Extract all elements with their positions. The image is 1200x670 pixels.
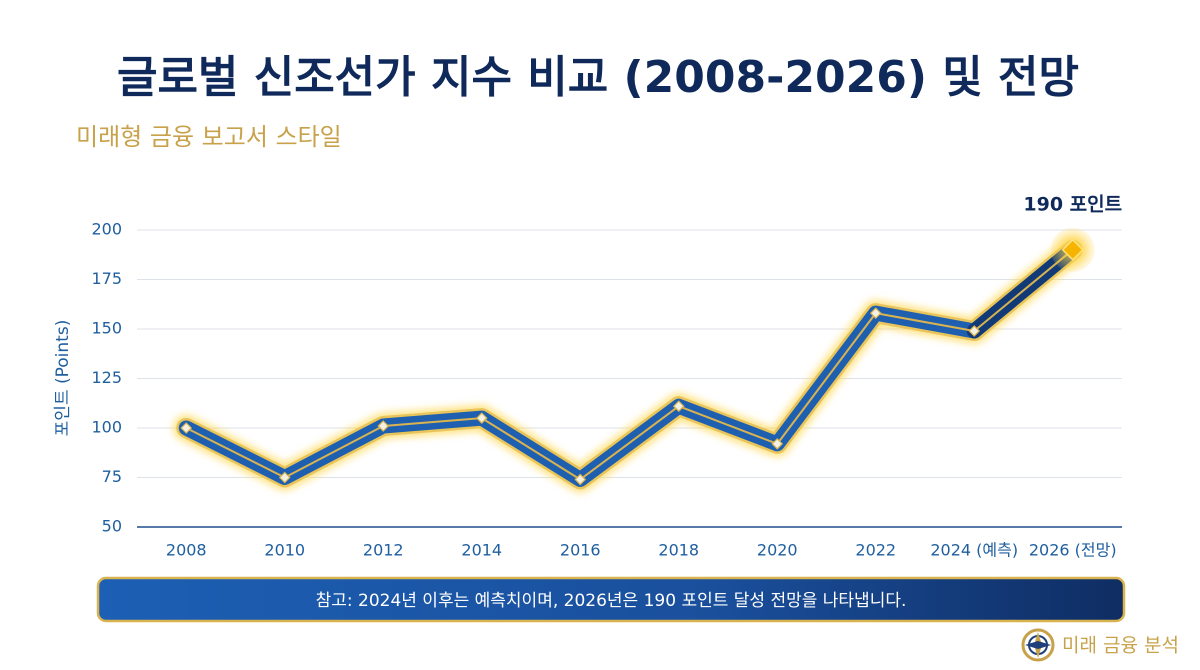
y-tick-label: 200: [91, 220, 122, 239]
point-marker: [475, 412, 488, 424]
note-box: 참고: 2024년 이후는 예측치이며, 2026년은 190 포인트 달성 전…: [96, 576, 1126, 623]
point-marker: [1061, 238, 1084, 261]
point-marker: [278, 471, 291, 484]
x-tick-label: 2022: [855, 541, 896, 560]
annotation: 190 포인트: [1023, 194, 1122, 216]
x-tick-label: 2014: [461, 541, 502, 560]
chart-subtitle: 미래형 금융 보고서 스타일: [76, 123, 342, 151]
point-marker: [180, 422, 193, 434]
point-marker: [574, 473, 587, 486]
y-tick-label: 100: [91, 418, 122, 437]
point-marker: [771, 437, 784, 450]
point-marker: [377, 420, 390, 432]
x-tick-label: 2010: [264, 541, 305, 560]
x-tick-label: 2020: [757, 541, 798, 560]
note-text: 참고: 2024년 이후는 예측치이며, 2026년은 190 포인트 달성 전…: [316, 591, 907, 611]
grid: 50 75 100 125 150 175 200 2008 2010 2012 2014 2016 2…: [91, 220, 1122, 560]
x-tick-label: 2026 (전망): [1029, 541, 1117, 560]
y-tick-label: 125: [91, 368, 122, 387]
brand-text: 미래 금융 분석: [1062, 635, 1179, 657]
point-marker: [869, 307, 882, 320]
point-marker: [672, 400, 685, 413]
y-tick-label: 175: [91, 269, 122, 288]
x-tick-label: 2024 (예측): [930, 541, 1018, 560]
y-tick-label: 50: [102, 517, 122, 536]
y-tick-label: 75: [102, 467, 122, 486]
x-tick-label: 2018: [658, 541, 699, 560]
y-axis-label: 포인트 (Points): [53, 320, 73, 437]
series: 190 포인트: [173, 194, 1122, 493]
x-tick-label: 2008: [166, 541, 207, 560]
x-tick-label: 2012: [363, 541, 404, 560]
y-tick-label: 150: [91, 319, 122, 338]
point-marker: [968, 325, 981, 337]
brand-logo: 미래 금융 분석: [1021, 628, 1179, 662]
line: [185, 249, 1074, 481]
chart-title: 글로벌 신조선가 지수 비교 (2008-2026) 및 전망: [117, 52, 1079, 103]
x-tick-label: 2016: [560, 541, 601, 560]
